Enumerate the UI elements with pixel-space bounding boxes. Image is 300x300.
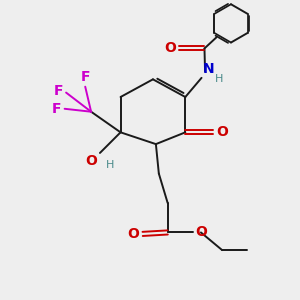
Text: N: N — [203, 62, 214, 76]
Text: F: F — [52, 102, 62, 116]
Text: O: O — [164, 41, 176, 56]
Text: H: H — [106, 160, 114, 170]
Text: O: O — [86, 154, 98, 168]
Text: O: O — [216, 125, 228, 139]
Text: H: H — [215, 74, 223, 84]
Text: O: O — [127, 227, 139, 241]
Text: F: F — [80, 70, 90, 84]
Text: F: F — [54, 84, 63, 98]
Text: O: O — [196, 225, 208, 239]
